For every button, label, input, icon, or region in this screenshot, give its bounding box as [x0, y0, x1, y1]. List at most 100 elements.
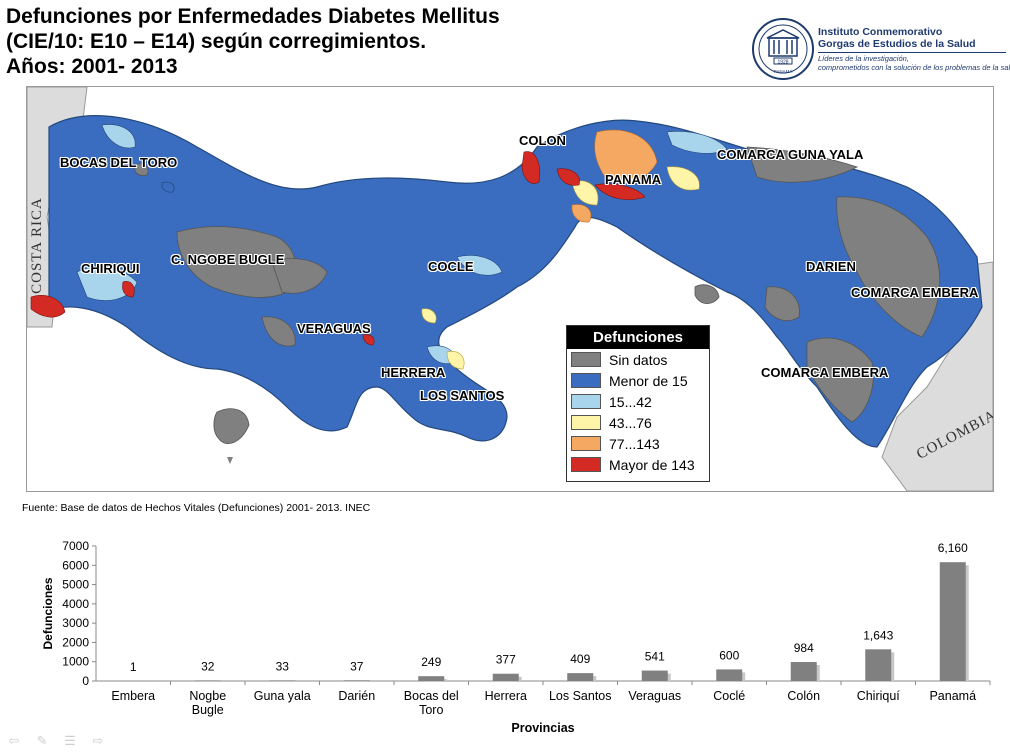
- costa-rica-area: [27, 87, 88, 328]
- legend-title: Defunciones: [567, 326, 709, 349]
- chiriqui-red-west: [30, 295, 66, 318]
- bar: [641, 670, 668, 681]
- embera-gray-zone-2: [764, 286, 800, 321]
- region-label-panama: PANAMA: [605, 172, 662, 187]
- institute-name-line-2: Gorgas de Estudios de la Salud: [818, 38, 976, 50]
- bar: [120, 680, 147, 682]
- legend-swatch: [571, 436, 601, 451]
- x-tick-label: Darién: [338, 689, 375, 703]
- darien-gray-zone: [836, 196, 941, 338]
- choropleth-map: COSTA RICA COLOMBIA BOCAS DEL TORO COLON…: [26, 86, 994, 492]
- small-island: [227, 457, 233, 464]
- x-tick-label: Bugle: [192, 703, 224, 717]
- x-tick-label: Herrera: [485, 689, 527, 703]
- legend-label: 77...143: [609, 435, 660, 452]
- x-tick-label: Los Santos: [549, 689, 612, 703]
- x-tick-label: Panamá: [929, 689, 976, 703]
- legend-item: 77...143: [567, 433, 709, 454]
- region-label-guna-yala: COMARCA GUNA YALA: [717, 147, 864, 162]
- bar: [716, 669, 743, 681]
- logo-divider: [818, 52, 1006, 53]
- x-tick-label: Colón: [787, 689, 820, 703]
- slide-nav: ⇦ ✎ ☰ ⇨: [4, 734, 108, 748]
- colon-yellow: [571, 180, 599, 206]
- data-label: 600: [719, 648, 739, 662]
- panama-orange: [594, 129, 658, 183]
- region-label-veraguas: VERAGUAS: [297, 321, 371, 336]
- bar: [492, 673, 519, 681]
- panama-orange-2: [571, 204, 592, 223]
- seal-text: PANAMÁ: [774, 68, 793, 74]
- veraguas-red: [362, 334, 375, 346]
- x-tick-label: Embera: [111, 689, 155, 703]
- bar: [194, 680, 221, 681]
- y-tick-label: 5000: [62, 578, 89, 592]
- coiba-island: [213, 408, 250, 444]
- panama-lightblue: [666, 131, 728, 154]
- legend-swatch: [571, 415, 601, 430]
- cocle-lightblue: [456, 255, 503, 276]
- institute-name-line-1: Instituto Conmemorativo: [818, 26, 943, 38]
- legend-item: 15...42: [567, 391, 709, 412]
- region-label-bocas-del-toro: BOCAS DEL TORO: [60, 155, 178, 170]
- data-label: 33: [276, 659, 290, 673]
- institute-logo: 1928 PANAMÁ Instituto Conmemorativo Gorg…: [752, 14, 1010, 84]
- menu-icon[interactable]: ☰: [64, 733, 76, 748]
- pearl-island: [694, 284, 720, 304]
- x-tick-label: Nogbe: [189, 689, 226, 703]
- region-label-cocle: COCLE: [428, 259, 474, 274]
- y-tick-label: 4000: [62, 597, 89, 611]
- cocle-yellow: [421, 308, 437, 324]
- legend-label: 15...42: [609, 393, 652, 410]
- back-arrow-icon[interactable]: ⇦: [8, 733, 20, 748]
- data-label: 409: [570, 652, 590, 666]
- map-canvas: [27, 87, 993, 491]
- legend-label: Sin datos: [609, 351, 668, 368]
- region-label-comarca-embera-1: COMARCA EMBERA: [851, 285, 979, 300]
- page-title: Defunciones por Enfermedades Diabetes Me…: [6, 4, 746, 79]
- x-tick-label: Veraguas: [628, 689, 681, 703]
- region-label-comarca-embera-2: COMARCA EMBERA: [761, 365, 889, 380]
- chiriqui-lightblue: [76, 266, 138, 301]
- slogan-line-2: comprometidos con la solución de los pro…: [818, 63, 1010, 72]
- bar: [418, 676, 445, 681]
- y-tick-label: 2000: [62, 635, 89, 649]
- x-tick-label: Coclé: [713, 689, 745, 703]
- bar: [269, 680, 296, 681]
- embera-gray-zone: [806, 337, 874, 423]
- legend-label: Menor de 15: [609, 372, 688, 389]
- x-axis-title: Provincias: [511, 721, 574, 735]
- panama-yellow: [666, 166, 700, 191]
- bar: [939, 562, 966, 681]
- bar: [865, 649, 892, 681]
- santos-yellow: [446, 351, 465, 370]
- legend-item: 43...76: [567, 412, 709, 433]
- legend-swatch: [571, 352, 601, 367]
- data-label: 984: [794, 641, 814, 655]
- bar: [567, 673, 594, 681]
- institute-name: Instituto Conmemorativo Gorgas de Estudi…: [818, 26, 976, 50]
- legend-label: Mayor de 143: [609, 456, 695, 473]
- bocas-lightblue: [101, 124, 136, 149]
- y-tick-label: 3000: [62, 616, 89, 630]
- data-label: 541: [645, 650, 665, 664]
- pen-icon[interactable]: ✎: [36, 733, 48, 748]
- bar: [790, 662, 817, 681]
- colon-red: [521, 151, 540, 184]
- data-label: 6,160: [938, 541, 968, 555]
- title-line-3: Años: 2001- 2013: [6, 55, 178, 78]
- legend-item: Mayor de 143: [567, 454, 709, 475]
- title-line-2: (CIE/10: E10 – E14) según corregimientos…: [6, 30, 427, 53]
- y-axis-title: Defunciones: [41, 577, 55, 649]
- x-tick-label: Toro: [419, 703, 443, 717]
- legend-swatch: [571, 394, 601, 409]
- seal-year: 1928: [777, 60, 788, 66]
- legend-label: 43...76: [609, 414, 652, 431]
- ngobe-gray-zone-2: [271, 258, 328, 294]
- data-label: 249: [421, 655, 441, 669]
- institute-slogan: Líderes de la investigación, comprometid…: [818, 54, 1010, 72]
- data-label: 1,643: [863, 628, 893, 642]
- data-label: 32: [201, 659, 215, 673]
- bar-chart: 0 1000 2000 3000 4000 5000 6000 7000 1 Embera 32 No…: [41, 539, 991, 735]
- forward-arrow-icon[interactable]: ⇨: [92, 733, 104, 748]
